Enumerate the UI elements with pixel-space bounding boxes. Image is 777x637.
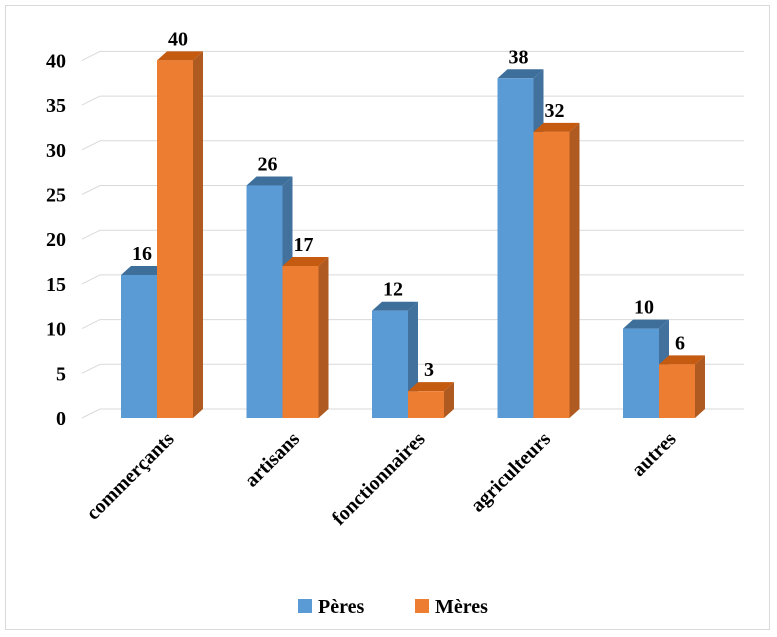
bar-top xyxy=(623,319,669,329)
data-label: 32 xyxy=(545,100,565,122)
bar-meres-2 xyxy=(408,382,454,418)
data-label: 3 xyxy=(424,359,434,381)
gridline-depth xyxy=(81,363,101,374)
bar-top xyxy=(497,69,544,79)
bar-peres-2 xyxy=(372,301,418,418)
bar-top xyxy=(408,382,454,392)
bar-meres-4 xyxy=(659,355,705,418)
gridline-depth xyxy=(81,319,101,330)
data-label: 10 xyxy=(634,297,654,319)
category-label: fonctionnaires xyxy=(328,428,430,530)
legend-label: Pères xyxy=(318,596,364,618)
bar-meres-1 xyxy=(282,257,329,418)
data-label: 12 xyxy=(383,279,403,301)
legend-label: Mères xyxy=(435,596,488,618)
bar-front xyxy=(157,60,193,419)
bar-side xyxy=(695,355,705,418)
y-tick-label: 10 xyxy=(46,319,66,341)
data-label: 16 xyxy=(132,243,152,265)
bar-side xyxy=(569,122,580,419)
bar-side xyxy=(318,257,329,418)
bar-front xyxy=(246,185,283,418)
gridline-depth xyxy=(81,140,101,151)
bar-meres-0 xyxy=(157,51,203,419)
legend-swatch xyxy=(415,599,429,613)
gridline-depth xyxy=(81,185,101,195)
data-labels: 16 40 26 17 12 3 38 32 10 6 xyxy=(132,28,685,381)
bar-front xyxy=(372,310,408,418)
category-label: commerçants xyxy=(82,428,179,525)
bar-side xyxy=(444,382,454,418)
bar-top xyxy=(282,257,329,267)
bar-side xyxy=(193,51,203,419)
bar-top xyxy=(121,265,167,275)
category-label: artisans xyxy=(241,428,305,492)
legend-swatch xyxy=(298,599,312,613)
bar-top xyxy=(659,355,705,365)
y-tick-label: 20 xyxy=(46,229,66,251)
bars xyxy=(121,51,705,419)
data-label: 17 xyxy=(294,234,314,256)
gridline-depth xyxy=(81,95,101,106)
bar-front xyxy=(533,131,570,419)
data-label: 26 xyxy=(258,154,278,176)
bar-front xyxy=(623,328,659,418)
y-tick-label: 40 xyxy=(46,50,66,72)
data-label: 6 xyxy=(675,332,685,354)
bar-front xyxy=(121,274,157,418)
category-labels: commerçants artisans fonctionnaires agricul… xyxy=(82,428,681,530)
legend: Pères Mères xyxy=(298,596,488,618)
bar-front xyxy=(282,266,319,418)
bar-top xyxy=(157,51,203,61)
bar-top xyxy=(372,301,418,311)
y-tick-label: 30 xyxy=(46,140,66,162)
y-tick-label: 35 xyxy=(46,95,66,117)
y-axis-ticks: 0 5 10 15 20 25 30 35 40 xyxy=(46,50,66,430)
gridline-depth xyxy=(81,229,101,240)
gridline-depth xyxy=(81,274,101,285)
bar-top xyxy=(246,176,293,186)
gridline-depth xyxy=(81,50,101,61)
bar-meres-3 xyxy=(533,122,580,419)
bar-front xyxy=(408,391,444,418)
y-tick-label: 0 xyxy=(56,408,66,430)
bar-top xyxy=(533,122,580,132)
y-tick-label: 25 xyxy=(46,185,66,207)
y-tick-label: 5 xyxy=(56,363,66,385)
bar-front xyxy=(497,78,534,418)
category-label: agriculteurs xyxy=(466,428,555,517)
category-label: autres xyxy=(628,428,681,481)
bar-front xyxy=(659,364,695,418)
gridline-depth xyxy=(81,408,101,419)
y-tick-label: 15 xyxy=(46,274,66,296)
data-label: 38 xyxy=(509,46,529,68)
data-label: 40 xyxy=(168,28,188,50)
